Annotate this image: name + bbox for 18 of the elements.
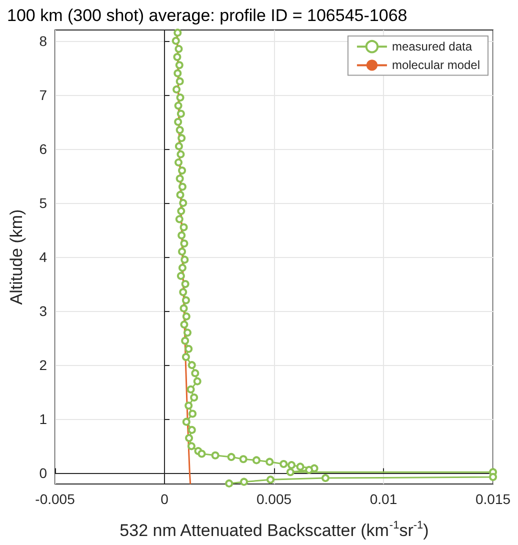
y-tick-label: 2 — [39, 357, 48, 374]
legend-label: measured data — [392, 40, 472, 54]
y-axis-title: Altitude (km) — [7, 209, 26, 305]
y-tick-label: 4 — [39, 249, 48, 265]
x-tick-label: -0.005 — [35, 491, 76, 507]
y-tick-label: 7 — [39, 86, 48, 103]
y-tick-label: 8 — [39, 32, 48, 49]
chart-title: 100 km (300 shot) average: profile ID = 106545-1068 — [7, 6, 408, 25]
y-tick-label: 0 — [39, 465, 48, 482]
y-tick-label: 5 — [39, 194, 48, 211]
legend-label: molecular model — [392, 58, 480, 72]
x-tick-label: 0 — [160, 491, 169, 507]
y-tick-label: 3 — [39, 303, 48, 320]
y-tick-label: 1 — [39, 411, 48, 428]
y-tick-label: 6 — [39, 140, 48, 157]
x-tick-label: 0.01 — [370, 491, 398, 507]
x-tick-label: 0.005 — [256, 491, 292, 507]
x-tick-label: 0.015 — [475, 491, 511, 507]
